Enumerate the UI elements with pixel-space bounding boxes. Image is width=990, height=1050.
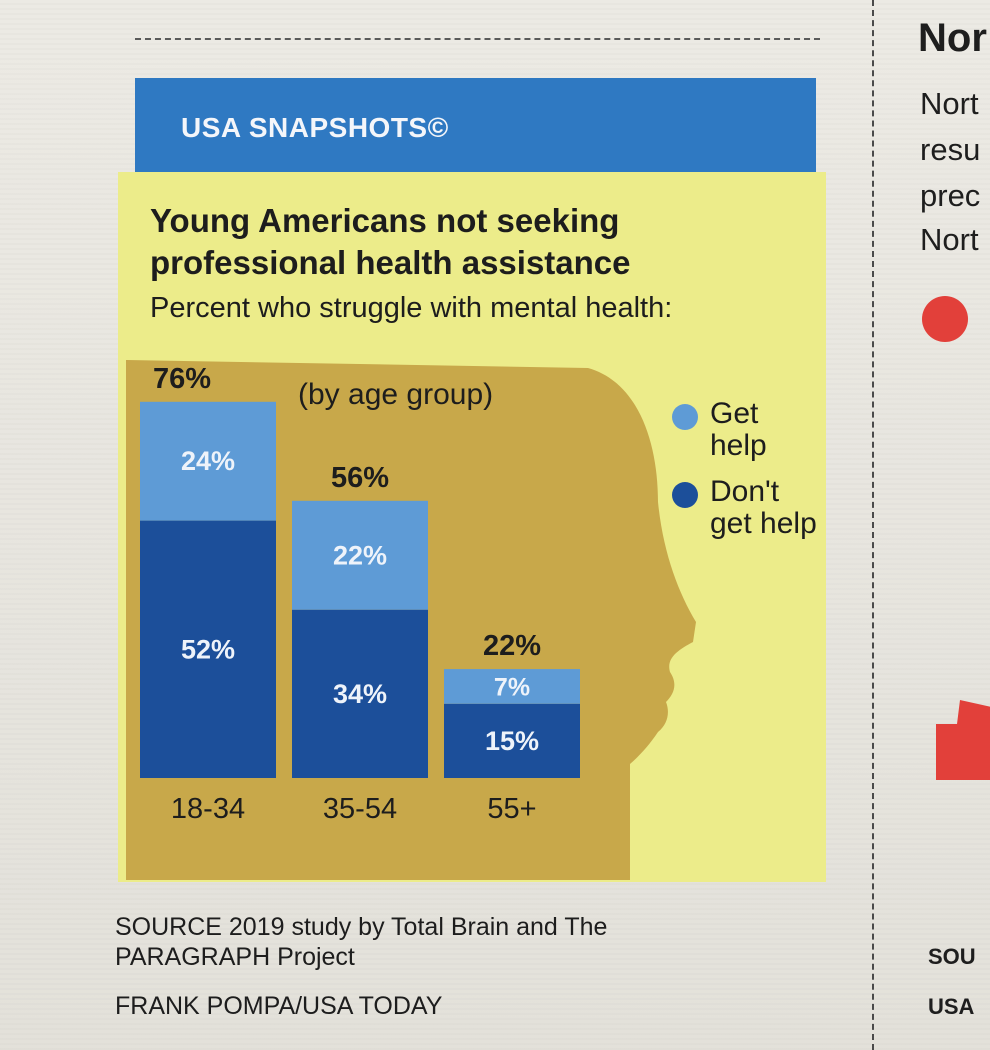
bar-35-54-get-help bbox=[292, 500, 428, 610]
snapshot-header-bar: USA SNAPSHOTS© bbox=[135, 78, 816, 178]
bar-35-54-dont-get-help bbox=[292, 609, 428, 778]
source-note: SOURCE 2019 study by Total Brain and The… bbox=[115, 913, 608, 971]
legend-label-get-help: Get help bbox=[710, 397, 767, 462]
neighbor-credit-fragment: USA bbox=[928, 994, 975, 1019]
top-dashed-rule bbox=[135, 38, 820, 40]
neighbor-source-fragment: SOU bbox=[928, 944, 976, 969]
legend-item-dont-get-help: Don't get help bbox=[672, 476, 822, 540]
bar-18-34-get-help bbox=[140, 401, 276, 521]
neighbor-line-3: prec bbox=[920, 178, 981, 213]
chart-subtitle: Percent who struggle with mental health: bbox=[150, 292, 673, 324]
credit-line: FRANK POMPA/USA TODAY bbox=[115, 992, 443, 1020]
bar-label-55+-dont-get-help: 15% bbox=[485, 726, 539, 756]
bar-18-34-dont-get-help bbox=[140, 520, 276, 778]
bar-label-35-54-dont-get-help: 34% bbox=[333, 679, 387, 709]
bar-label-18-34-get-help: 24% bbox=[181, 446, 235, 476]
bars-layer: 52% 24% 76% 18-34 34% 22% 56% 35-54 15% 7% 22% 55+ bbox=[140, 363, 580, 825]
annotation-by-age-group: (by age group) bbox=[298, 378, 493, 411]
total-label-18-34: 76% bbox=[153, 363, 211, 395]
total-label-55+: 22% bbox=[483, 630, 541, 662]
total-label-35-54: 56% bbox=[331, 462, 389, 494]
bar-55+-dont-get-help bbox=[444, 703, 580, 778]
column-divider bbox=[872, 0, 874, 1050]
x-tick-label-35-54: 35-54 bbox=[323, 793, 397, 825]
bar-label-35-54-get-help: 22% bbox=[333, 540, 387, 570]
bar-label-18-34-dont-get-help: 52% bbox=[181, 634, 235, 664]
chart-panel: Young Americans not seeking professional… bbox=[118, 172, 826, 882]
x-tick-label-18-34: 18-34 bbox=[171, 793, 245, 825]
chart-plot: 52%24%76%18-3434%22%56%35-5415%7%22%55+ … bbox=[126, 360, 696, 880]
neighbor-line-1: Nort bbox=[920, 86, 979, 121]
neighbor-headline: Nor bbox=[918, 16, 987, 60]
legend-dot-dont-get-help bbox=[672, 482, 698, 508]
legend-label-dont-get-help: Don't get help bbox=[710, 475, 817, 540]
chart-legend: Get help Don't get help bbox=[672, 398, 822, 554]
neighbor-line-2: resu bbox=[920, 132, 981, 167]
neighbor-line-4: Nort bbox=[920, 222, 979, 257]
legend-dot-get-help bbox=[672, 404, 698, 430]
bar-label-55+-get-help: 7% bbox=[494, 673, 530, 701]
x-tick-label-55+: 55+ bbox=[487, 793, 536, 825]
legend-item-get-help: Get help bbox=[672, 398, 822, 462]
neighbor-red-dot bbox=[922, 296, 968, 342]
chart-title: Young Americans not seeking professional… bbox=[150, 202, 631, 281]
bar-55+-get-help bbox=[444, 669, 580, 704]
snapshot-header-title: USA SNAPSHOTS© bbox=[181, 112, 449, 143]
